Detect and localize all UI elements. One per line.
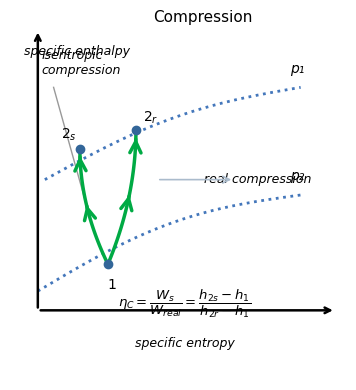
Text: Compression: Compression [153, 11, 252, 25]
Text: p₂: p₂ [290, 170, 304, 183]
Text: p₁: p₁ [290, 62, 304, 76]
Text: specific entropy: specific entropy [135, 337, 235, 350]
Text: $2_r$: $2_r$ [143, 110, 158, 126]
Text: specific enthalpy: specific enthalpy [24, 45, 130, 58]
Text: $\eta_C = \dfrac{W_s}{W_{real}} = \dfrac{h_{2s} - h_1}{h_{2r} - h_1}$: $\eta_C = \dfrac{W_s}{W_{real}} = \dfrac… [119, 287, 252, 319]
Text: $2_s$: $2_s$ [61, 127, 77, 143]
Text: real compression: real compression [204, 173, 311, 186]
Text: isentropic
compression: isentropic compression [41, 49, 121, 77]
Text: 1: 1 [107, 278, 116, 292]
